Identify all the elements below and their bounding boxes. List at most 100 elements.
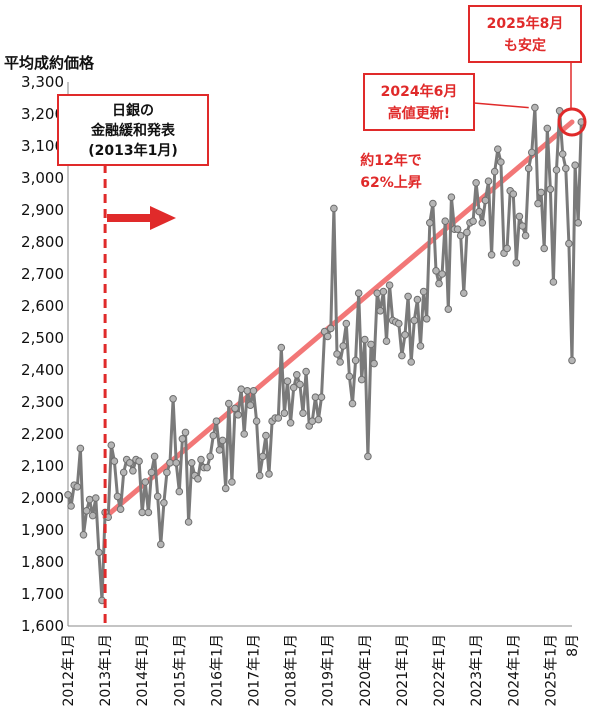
y-tick-label: 2,500 bbox=[21, 329, 64, 347]
x-tick-label: 2023年1月 bbox=[469, 634, 485, 707]
y-tick-label: 3,100 bbox=[21, 137, 64, 155]
y-tick-label: 1,700 bbox=[21, 585, 64, 603]
data-point bbox=[469, 217, 477, 225]
data-point bbox=[280, 409, 289, 418]
y-tick-label: 2,700 bbox=[21, 265, 64, 283]
data-point bbox=[67, 502, 75, 510]
boj-callout bbox=[57, 94, 209, 166]
data-point bbox=[203, 463, 211, 472]
data-point bbox=[395, 319, 403, 328]
data-point bbox=[540, 244, 549, 253]
data-point bbox=[141, 478, 150, 486]
data-point bbox=[221, 484, 230, 493]
data-point bbox=[503, 244, 511, 253]
data-point bbox=[92, 494, 100, 502]
data-point bbox=[407, 358, 416, 366]
data-point bbox=[333, 350, 341, 358]
data-point bbox=[336, 358, 344, 366]
data-point bbox=[79, 531, 88, 539]
data-point bbox=[571, 161, 579, 169]
data-point bbox=[197, 455, 205, 464]
y-tick-label: 2,300 bbox=[21, 393, 64, 411]
data-point bbox=[524, 164, 533, 173]
data-point bbox=[478, 219, 487, 227]
data-point bbox=[475, 207, 484, 216]
data-point bbox=[456, 231, 465, 240]
data-point bbox=[82, 507, 91, 515]
data-point bbox=[243, 387, 252, 395]
data-point bbox=[444, 305, 453, 314]
data-point bbox=[252, 417, 261, 426]
data-point bbox=[447, 193, 456, 201]
data-point bbox=[296, 380, 304, 389]
x-tick-label: 2013年1月 bbox=[98, 634, 114, 707]
data-point bbox=[345, 372, 354, 381]
data-point bbox=[218, 436, 227, 445]
data-point bbox=[194, 475, 202, 483]
data-point bbox=[286, 419, 295, 427]
data-point bbox=[379, 287, 388, 296]
data-point bbox=[373, 289, 382, 298]
data-point bbox=[206, 452, 214, 461]
data-point bbox=[416, 342, 425, 350]
stable-callout-line: も安定 bbox=[504, 37, 546, 54]
data-point bbox=[481, 196, 490, 205]
x-tick-label: 2019年1月 bbox=[321, 634, 337, 707]
data-point bbox=[262, 431, 270, 440]
data-point bbox=[215, 446, 224, 454]
data-point bbox=[552, 166, 561, 174]
data-point bbox=[549, 278, 558, 286]
rise-note: 62%上昇 bbox=[360, 175, 422, 191]
data-point bbox=[172, 459, 180, 467]
data-point bbox=[351, 356, 360, 365]
data-point bbox=[438, 270, 446, 278]
data-point bbox=[354, 289, 363, 298]
data-point bbox=[348, 399, 357, 408]
data-point bbox=[487, 251, 496, 259]
data-point bbox=[228, 478, 236, 486]
data-point bbox=[574, 219, 583, 227]
y-tick-label: 3,300 bbox=[21, 73, 64, 91]
y-tick-label: 3,200 bbox=[21, 105, 64, 123]
data-point bbox=[274, 414, 283, 422]
data-point bbox=[129, 467, 137, 475]
data-point bbox=[113, 492, 122, 501]
data-point bbox=[534, 199, 542, 208]
x-tick-label: 2021年1月 bbox=[395, 634, 411, 707]
data-point bbox=[562, 164, 570, 173]
data-point bbox=[512, 259, 521, 267]
data-point bbox=[64, 491, 72, 499]
data-point bbox=[184, 518, 193, 526]
arrow-shaft bbox=[107, 214, 151, 222]
data-point bbox=[404, 292, 412, 301]
data-point bbox=[225, 399, 233, 408]
y-tick-label: 1,800 bbox=[21, 553, 64, 571]
data-point bbox=[370, 359, 378, 368]
data-point bbox=[116, 505, 125, 514]
data-point bbox=[163, 468, 171, 477]
data-point bbox=[515, 212, 524, 221]
data-point bbox=[212, 417, 221, 426]
data-point bbox=[453, 225, 462, 233]
data-point bbox=[518, 222, 527, 230]
data-point bbox=[76, 444, 85, 453]
data-point bbox=[73, 483, 82, 491]
data-point bbox=[293, 371, 301, 379]
y-tick-label: 2,900 bbox=[21, 201, 64, 219]
data-point bbox=[299, 409, 307, 418]
data-point bbox=[237, 385, 245, 394]
x-tick-label: 2025年1月 bbox=[543, 634, 559, 707]
data-point bbox=[376, 307, 385, 315]
data-point bbox=[382, 337, 391, 346]
data-point bbox=[422, 315, 431, 323]
data-point bbox=[528, 148, 536, 157]
data-point bbox=[153, 492, 162, 501]
x-axis: 2012年1月 2013年1月 2014年1月 2015年1月 2016年1月 2017年… bbox=[61, 625, 581, 707]
data-point bbox=[255, 471, 264, 480]
data-point bbox=[357, 375, 366, 384]
data-point bbox=[342, 319, 351, 328]
data-point bbox=[441, 217, 450, 225]
y-tick-label: 2,100 bbox=[21, 457, 64, 475]
x-tick-label: 2018年1月 bbox=[284, 634, 300, 707]
data-point bbox=[175, 487, 184, 496]
